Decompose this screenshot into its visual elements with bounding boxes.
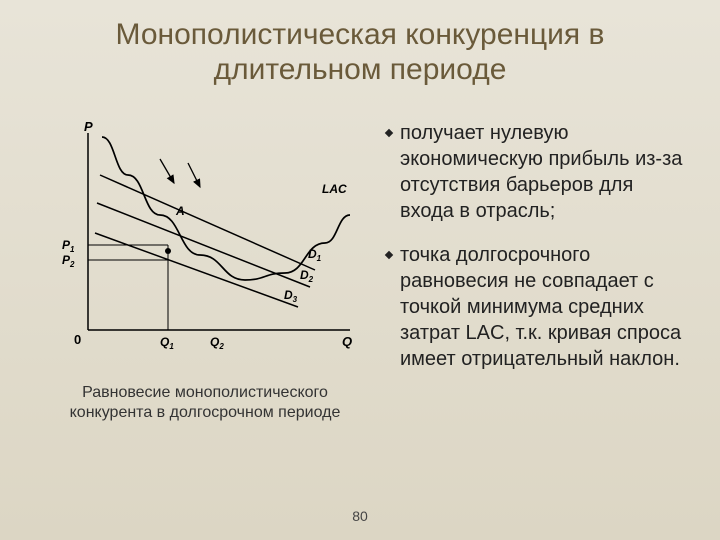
svg-text:0: 0	[74, 332, 81, 347]
bullet-item: получает нулевую экономическую прибыль и…	[386, 120, 686, 224]
svg-text:Q1: Q1	[160, 335, 174, 351]
svg-text:Q: Q	[342, 334, 352, 349]
svg-text:Q2: Q2	[210, 335, 224, 351]
page-number: 80	[0, 508, 720, 524]
chart-area: P Q 0 LAC D1 D2D3 P1P2 Q1 Q2 A Равновесие монопол…	[40, 115, 370, 423]
svg-text:P1: P1	[62, 238, 75, 254]
slide: Монополистическая конкуренция в длительн…	[0, 0, 720, 540]
svg-text:D2: D2	[300, 268, 314, 284]
bullet-item: точка долгосрочного равновесия не совпад…	[386, 242, 686, 372]
chart-caption: Равновесие монополистического конкурента…	[40, 383, 370, 423]
bullet-list: получает нулевую экономическую прибыль и…	[386, 120, 686, 390]
svg-text:D3: D3	[284, 288, 298, 304]
svg-text:LAC: LAC	[322, 182, 347, 196]
svg-text:P2: P2	[62, 253, 75, 269]
economics-chart: P Q 0 LAC D1 D2D3 P1P2 Q1 Q2 A	[40, 115, 370, 375]
svg-text:P: P	[84, 119, 93, 134]
svg-text:D1: D1	[308, 247, 322, 263]
svg-text:A: A	[175, 204, 185, 218]
slide-title: Монополистическая конкуренция в длительн…	[0, 18, 720, 87]
